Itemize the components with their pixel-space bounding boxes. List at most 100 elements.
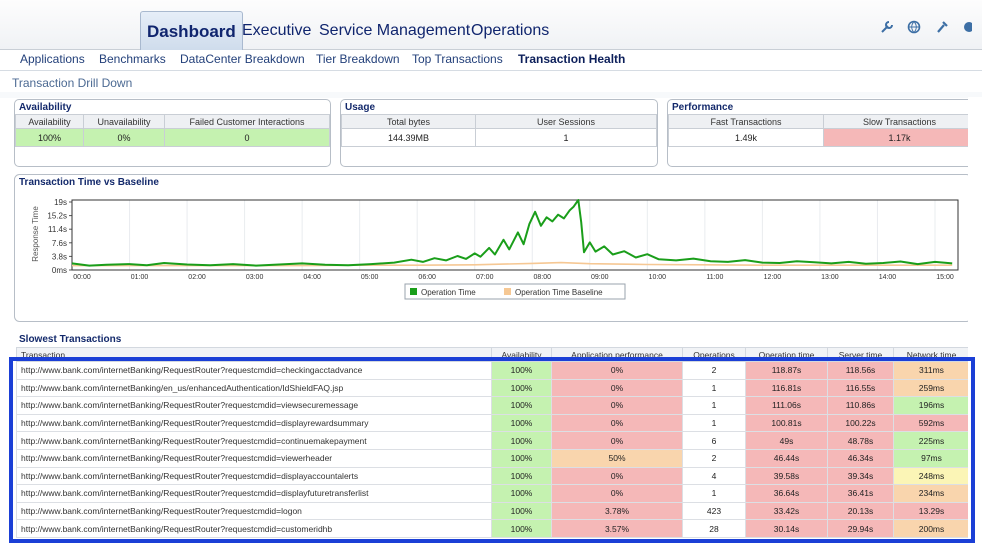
network-time-cell: 200ms — [893, 519, 970, 538]
table-row[interactable]: http://www.bank.com/internetBanking/Requ… — [16, 484, 970, 503]
table-row[interactable]: http://www.bank.com/internetBanking/Requ… — [16, 361, 970, 380]
operation-time-cell: 39.58s — [745, 466, 828, 486]
chart-series — [71, 199, 953, 267]
table-row[interactable]: http://www.bank.com/internetBanking/Requ… — [16, 501, 970, 521]
transaction-url-cell[interactable]: http://www.bank.com/internetBanking/Requ… — [16, 484, 492, 503]
network-time-cell: 196ms — [893, 396, 970, 415]
tab-dashboard[interactable]: Dashboard — [140, 11, 243, 50]
failed-interactions-value: 0 — [164, 128, 330, 147]
network-time-cell: 248ms — [893, 466, 970, 486]
operation-time-cell: 30.14s — [745, 519, 828, 538]
application-performance-cell: 3.57% — [551, 519, 683, 538]
transaction-url-cell[interactable]: http://www.bank.com/internetBanking/Requ… — [16, 501, 492, 521]
series-operation-time-baseline-line[interactable] — [72, 261, 953, 267]
x-tick-label: 15:00 — [936, 274, 954, 281]
wrench-icon[interactable] — [935, 20, 949, 37]
right-gutter — [968, 97, 982, 545]
server-time-cell: 36.41s — [827, 484, 894, 503]
x-tick-label: 02:00 — [188, 274, 206, 281]
availability-panel: Availability Availability Unavailability… — [14, 99, 331, 167]
subnav-top-transactions[interactable]: Top Transactions — [412, 52, 503, 66]
tools-icon[interactable] — [880, 20, 894, 37]
network-time-cell: 234ms — [893, 484, 970, 503]
column-server-time[interactable]: Server time — [827, 347, 894, 362]
column-operations[interactable]: Operations — [682, 347, 746, 362]
breadcrumb[interactable]: Transaction Drill Down — [12, 76, 133, 90]
x-tick-label: 00:00 — [73, 274, 91, 281]
subnav-tier-breakdown[interactable]: Tier Breakdown — [316, 52, 400, 66]
availability-cell: 100% — [491, 396, 552, 415]
subnav-transaction-health[interactable]: Transaction Health — [518, 52, 626, 66]
usage-title: Usage — [345, 102, 376, 113]
slowest-transactions-body: http://www.bank.com/internetBanking/Requ… — [16, 361, 970, 538]
transaction-url-cell[interactable]: http://www.bank.com/internetBanking/Requ… — [16, 413, 492, 433]
unavailability-header: Unavailability — [83, 114, 165, 129]
availability-table: Availability Unavailability Failed Custo… — [15, 114, 330, 147]
subnav-applications[interactable]: Applications — [20, 52, 85, 66]
subnav-benchmarks[interactable]: Benchmarks — [99, 52, 166, 66]
application-performance-cell: 0% — [551, 431, 683, 450]
transaction-url-cell[interactable]: http://www.bank.com/internetBanking/Requ… — [16, 396, 492, 415]
transaction-url-cell[interactable]: http://www.bank.com/internetBanking/Requ… — [16, 361, 492, 380]
availability-cell: 100% — [491, 484, 552, 503]
transaction-url-cell[interactable]: http://www.bank.com/internetBanking/en_u… — [16, 378, 492, 398]
transaction-url-cell[interactable]: http://www.bank.com/internetBanking/Requ… — [16, 431, 492, 450]
chart-svg: Transaction Time vs Baseline Response Ti… — [14, 174, 972, 322]
column-application-performance[interactable]: Application performance — [551, 347, 683, 362]
chart-legend[interactable]: Operation Time Operation Time Baseline — [404, 283, 626, 300]
plot-frame — [71, 199, 959, 271]
y-tick-label: 7.6s — [52, 239, 67, 248]
y-tick-label: 3.8s — [52, 252, 67, 261]
x-tick-label: 09:00 — [591, 274, 609, 281]
transaction-time-chart: Transaction Time vs Baseline Response Ti… — [14, 174, 972, 322]
slowest-transactions-title: Slowest Transactions — [19, 334, 122, 345]
table-row[interactable]: http://www.bank.com/internetBanking/Requ… — [16, 466, 970, 486]
usage-table: Total bytes User Sessions 144.39MB 1 — [341, 114, 657, 147]
application-performance-cell: 0% — [551, 361, 683, 380]
network-time-cell: 311ms — [893, 361, 970, 380]
x-tick-label: 13:00 — [821, 274, 839, 281]
network-time-cell: 592ms — [893, 413, 970, 433]
column-network-time[interactable]: Network time — [893, 347, 970, 362]
operation-time-cell: 49s — [745, 431, 828, 450]
operations-cell: 6 — [682, 431, 746, 450]
table-row[interactable]: http://www.bank.com/internetBanking/Requ… — [16, 519, 970, 538]
chart-title: Transaction Time vs Baseline — [19, 177, 159, 188]
series-operation-time-line[interactable] — [71, 199, 953, 267]
application-performance-cell: 0% — [551, 413, 683, 433]
operation-time-cell: 46.44s — [745, 448, 828, 468]
legend-operation-time-baseline[interactable]: Operation Time Baseline — [515, 288, 603, 297]
globe-icon[interactable] — [907, 20, 921, 37]
availability-header: Availability — [15, 114, 84, 129]
table-row[interactable]: http://www.bank.com/internetBanking/Requ… — [16, 396, 970, 415]
table-row[interactable]: http://www.bank.com/internetBanking/Requ… — [16, 431, 970, 450]
transaction-url-cell[interactable]: http://www.bank.com/internetBanking/Requ… — [16, 519, 492, 538]
transaction-url-cell[interactable]: http://www.bank.com/internetBanking/Requ… — [16, 466, 492, 486]
x-tick-label: 12:00 — [764, 274, 782, 281]
operation-time-cell: 100.81s — [745, 413, 828, 433]
operations-cell: 1 — [682, 396, 746, 415]
availability-cell: 100% — [491, 519, 552, 538]
column-availability[interactable]: Availability — [491, 347, 552, 362]
server-time-cell: 100.22s — [827, 413, 894, 433]
column-operation-time[interactable]: Operation time — [745, 347, 828, 362]
availability-cell: 100% — [491, 413, 552, 433]
operations-cell: 1 — [682, 378, 746, 398]
legend-operation-time[interactable]: Operation Time — [421, 288, 476, 297]
tab-service-management[interactable]: Service Management — [319, 22, 471, 39]
x-tick-label: 03:00 — [246, 274, 264, 281]
table-row[interactable]: http://www.bank.com/internetBanking/en_u… — [16, 378, 970, 398]
x-tick-label: 08:00 — [533, 274, 551, 281]
help-icon[interactable] — [962, 20, 974, 37]
tab-operations[interactable]: Operations — [471, 22, 550, 39]
tab-executive[interactable]: Executive — [242, 22, 312, 39]
table-row[interactable]: http://www.bank.com/internetBanking/Requ… — [16, 413, 970, 433]
operation-time-cell: 118.87s — [745, 361, 828, 380]
separator — [0, 92, 982, 98]
table-row[interactable]: http://www.bank.com/internetBanking/Requ… — [16, 448, 970, 468]
transaction-url-cell[interactable]: http://www.bank.com/internetBanking/Requ… — [16, 448, 492, 468]
column-transaction[interactable]: Transaction — [16, 347, 492, 362]
subnav-datacenter-breakdown[interactable]: DataCenter Breakdown — [180, 52, 305, 66]
availability-cell: 100% — [491, 431, 552, 450]
performance-panel: Performance Fast Transactions Slow Trans… — [667, 99, 977, 167]
